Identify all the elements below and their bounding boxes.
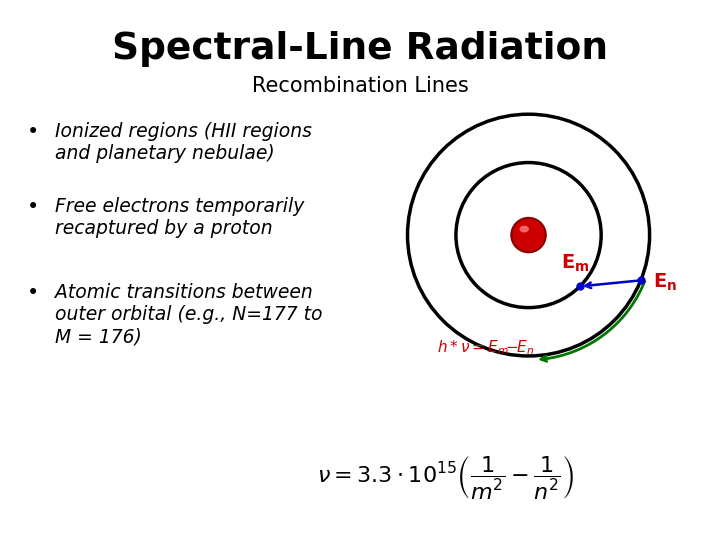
Text: $\mathbf{E_m}$: $\mathbf{E_m}$ — [561, 253, 589, 274]
Ellipse shape — [520, 226, 529, 233]
Text: Free electrons temporarily
recaptured by a proton: Free electrons temporarily recaptured by… — [55, 198, 305, 239]
Text: $\mathbf{E_n}$: $\mathbf{E_n}$ — [653, 272, 677, 293]
Text: •: • — [27, 122, 39, 142]
Text: •: • — [27, 198, 39, 218]
Text: Recombination Lines: Recombination Lines — [251, 76, 469, 96]
Text: Atomic transitions between
outer orbital (e.g., N=177 to
M = 176): Atomic transitions between outer orbital… — [55, 284, 323, 347]
Text: $h*\nu = E_m\!\!-\!\!E_n$: $h*\nu = E_m\!\!-\!\!E_n$ — [438, 338, 535, 356]
Circle shape — [511, 218, 546, 252]
Text: Ionized regions (HII regions
and planetary nebulae): Ionized regions (HII regions and planeta… — [55, 122, 312, 163]
Text: $\nu = 3.3 \cdot 10^{15} \left(\dfrac{1}{m^2} - \dfrac{1}{n^2}\right)$: $\nu = 3.3 \cdot 10^{15} \left(\dfrac{1}… — [318, 453, 575, 501]
Text: Spectral-Line Radiation: Spectral-Line Radiation — [112, 31, 608, 67]
Text: •: • — [27, 284, 39, 303]
